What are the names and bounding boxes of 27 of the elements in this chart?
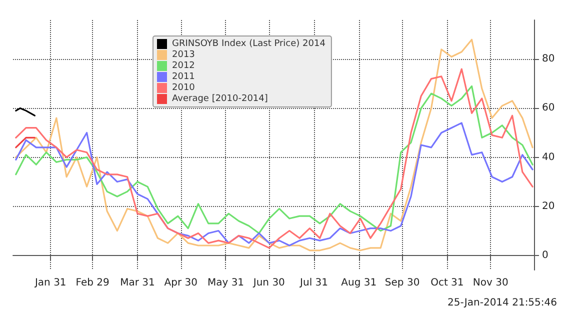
x-tick-label: Oct 31 bbox=[430, 278, 464, 288]
y-tick-label: 40 bbox=[542, 152, 555, 163]
text: 25-Jan-2014 21:55:46 bbox=[448, 298, 557, 308]
legend-label: 2011 bbox=[172, 72, 195, 82]
line-series bbox=[15, 122, 534, 246]
x-tick-label: Apr 30 bbox=[164, 278, 198, 288]
x-tick-label: Nov 30 bbox=[472, 278, 508, 288]
x-tick-label: Jul 31 bbox=[299, 278, 328, 288]
y-tick-label: 80 bbox=[542, 54, 555, 65]
line-series bbox=[15, 68, 534, 249]
x-tick-label: Aug 31 bbox=[341, 278, 377, 288]
y-tick-label: 60 bbox=[542, 102, 555, 114]
line-series bbox=[15, 85, 534, 234]
x-tick-label: Feb 29 bbox=[76, 278, 110, 288]
legend-label: 2013 bbox=[172, 50, 195, 60]
legend-label: Average [2010-2014] bbox=[172, 94, 268, 104]
legend-label: 2012 bbox=[172, 61, 195, 71]
y-tick-label: 0 bbox=[542, 250, 548, 261]
legend-label: 2010 bbox=[172, 83, 196, 93]
x-tick-label: Jun 30 bbox=[252, 278, 285, 288]
legend-label: GRINSOYB Index (Last Price) 2014 bbox=[172, 39, 326, 49]
line-series bbox=[15, 38, 534, 252]
x-tick-label: May 31 bbox=[207, 278, 244, 288]
y-tick-label: 20 bbox=[542, 200, 555, 212]
x-tick-label: Jan 31 bbox=[34, 278, 66, 288]
x-tick-label: Mar 31 bbox=[120, 278, 155, 288]
x-tick-label: Sep 30 bbox=[384, 278, 420, 288]
